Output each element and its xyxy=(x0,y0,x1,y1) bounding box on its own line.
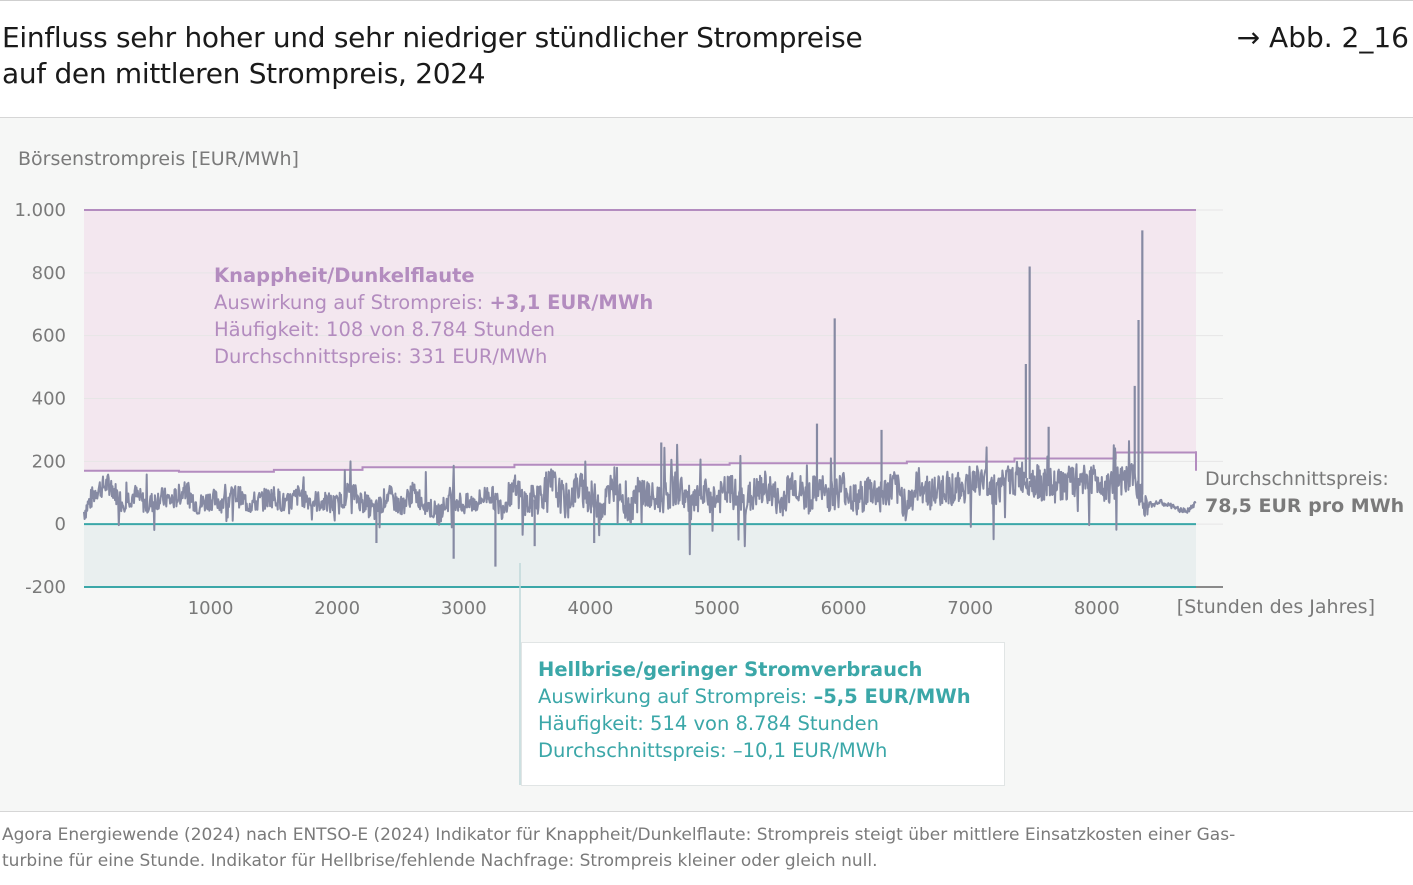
negative-avg-price: Durchschnittspreis: –10,1 EUR/MWh xyxy=(538,739,888,762)
y-tick-label: 600 xyxy=(32,326,66,347)
scarcity-impact: Auswirkung auf Strompreis: +3,1 EUR/MWh xyxy=(214,289,653,316)
y-tick-label: 0 xyxy=(55,514,66,535)
negative-frequency: Häufigkeit: 514 von 8.784 Stunden xyxy=(538,712,880,735)
footnote-line-1: Agora Energiewende (2024) nach ENTSO-E (… xyxy=(2,825,1236,845)
x-axis-title: [Stunden des Jahres] xyxy=(1177,596,1375,618)
x-tick-label: 3000 xyxy=(441,598,487,619)
y-tick-label: 800 xyxy=(32,263,66,284)
negative-band xyxy=(84,524,1196,587)
scarcity-heading: Knappheit/Dunkelflaute xyxy=(214,264,475,287)
x-tick-label: 1000 xyxy=(188,598,234,619)
negative-impact-label: Auswirkung auf Strompreis: xyxy=(538,685,814,708)
negative-impact: Auswirkung auf Strompreis: –5,5 EUR/MWh xyxy=(538,683,971,710)
footnote: Agora Energiewende (2024) nach ENTSO-E (… xyxy=(2,822,1402,874)
top-rule xyxy=(0,0,1413,1)
negative-heading: Hellbrise/geringer Stromverbrauch xyxy=(538,658,923,681)
x-tick-label: 5000 xyxy=(694,598,740,619)
average-price-caption: Durchschnittspreis: xyxy=(1205,468,1389,490)
scarcity-annotation: Knappheit/Dunkelflaute Auswirkung auf St… xyxy=(214,262,653,370)
y-tick-label: 200 xyxy=(32,451,66,472)
y-tick-label: 1.000 xyxy=(14,200,66,221)
x-tick-label: 2000 xyxy=(314,598,360,619)
x-tick-label: 7000 xyxy=(947,598,993,619)
scarcity-impact-label: Auswirkung auf Strompreis: xyxy=(214,291,490,314)
negative-annotation-box xyxy=(521,642,1005,786)
y-tick-label: 400 xyxy=(32,389,66,410)
y-axis-title: Börsenstrompreis [EUR/MWh] xyxy=(18,148,299,170)
scarcity-frequency: Häufigkeit: 108 von 8.784 Stunden xyxy=(214,318,556,341)
scarcity-impact-value: +3,1 EUR/MWh xyxy=(489,291,654,314)
title-line-2: auf den mittleren Strompreis, 2024 xyxy=(2,57,486,90)
average-price-value: 78,5 EUR pro MWh xyxy=(1205,495,1405,517)
price-line xyxy=(83,440,1197,556)
y-tick-label: -200 xyxy=(25,577,66,598)
average-price-label: Durchschnittspreis: 78,5 EUR pro MWh xyxy=(1205,466,1404,520)
chart-title: Einfluss sehr hoher und sehr niedriger s… xyxy=(2,20,1102,92)
negative-annotation: Hellbrise/geringer Stromverbrauch Auswir… xyxy=(538,656,971,764)
scarcity-band xyxy=(84,210,1196,472)
negative-impact-value: –5,5 EUR/MWh xyxy=(813,685,971,708)
x-tick-label: 4000 xyxy=(567,598,613,619)
scarcity-avg-price: Durchschnittspreis: 331 EUR/MWh xyxy=(214,345,548,368)
figure-reference: → Abb. 2_16 xyxy=(1236,21,1409,54)
title-line-1: Einfluss sehr hoher und sehr niedriger s… xyxy=(2,21,863,54)
footnote-line-2: turbine für eine Stunde. Indikator für H… xyxy=(2,851,878,871)
x-tick-label: 6000 xyxy=(821,598,867,619)
x-tick-label: 8000 xyxy=(1074,598,1120,619)
